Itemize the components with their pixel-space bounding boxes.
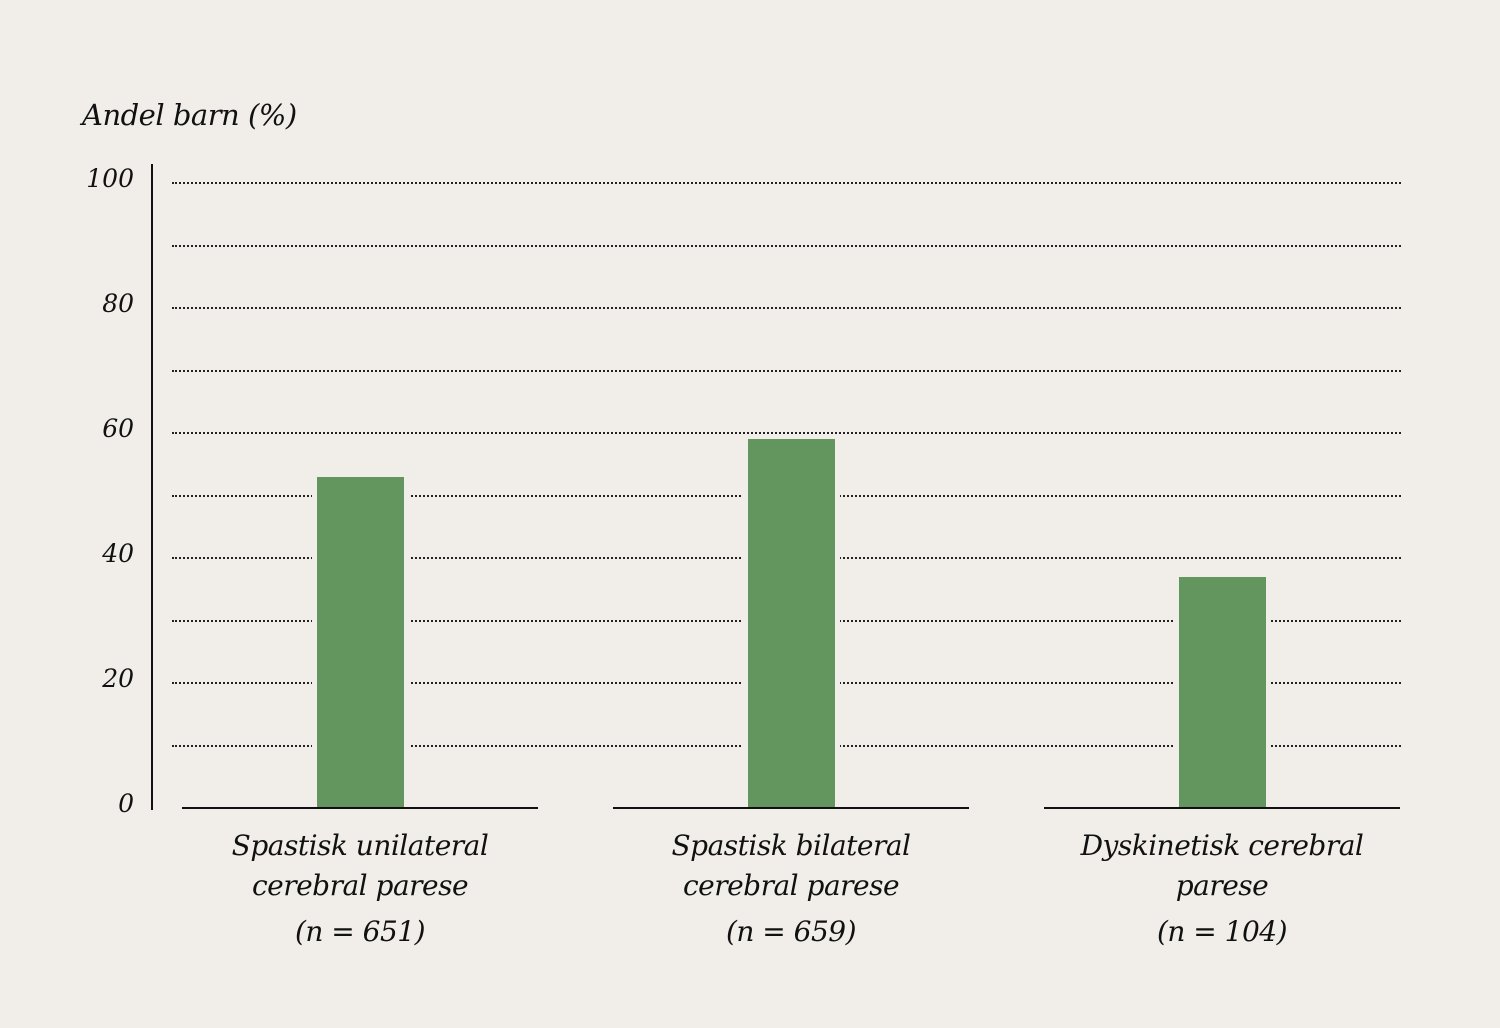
- gridline: [172, 370, 1401, 372]
- category-count: (n = 651): [294, 915, 426, 948]
- category-count: (n = 104): [1156, 915, 1288, 948]
- category-line: cerebral parese: [682, 869, 900, 902]
- category-label-dyskinetisk: Dyskinetisk cerebral parese (n = 104): [1042, 826, 1402, 952]
- y-tick-20: 20: [102, 664, 134, 693]
- category-label-spastisk-bilateral: Spastisk bilateral cerebral parese (n = …: [611, 826, 971, 952]
- gridline: [172, 307, 1401, 309]
- gridline: [172, 245, 1401, 247]
- y-tick-0: 0: [118, 789, 134, 818]
- category-line: parese: [1175, 869, 1269, 902]
- bar-spastisk-unilateral: [317, 477, 404, 808]
- y-tick-60: 60: [102, 414, 134, 443]
- y-axis-line: [151, 164, 153, 810]
- gridline: [172, 182, 1401, 184]
- bar-dyskinetisk: [1179, 577, 1266, 808]
- category-count: (n = 659): [725, 915, 857, 948]
- y-tick-100: 100: [86, 164, 134, 193]
- x-baseline: [613, 807, 969, 809]
- y-tick-80: 80: [102, 289, 134, 318]
- y-tick-40: 40: [102, 539, 134, 568]
- category-line: Dyskinetisk cerebral: [1080, 829, 1364, 862]
- category-line: Spastisk unilateral: [231, 829, 489, 862]
- category-line: Spastisk bilateral: [671, 829, 912, 862]
- x-baseline: [182, 807, 538, 809]
- category-label-spastisk-unilateral: Spastisk unilateral cerebral parese (n =…: [180, 826, 540, 952]
- gridline: [172, 432, 1401, 434]
- bar-spastisk-bilateral: [748, 439, 835, 808]
- category-line: cerebral parese: [251, 869, 469, 902]
- y-axis-label: Andel barn (%): [82, 98, 297, 132]
- x-baseline: [1044, 807, 1400, 809]
